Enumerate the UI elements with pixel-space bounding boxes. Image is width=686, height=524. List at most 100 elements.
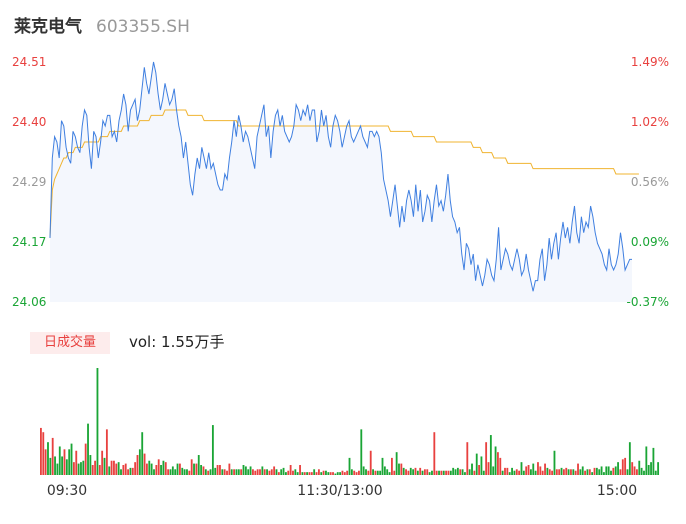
volume-bar (42, 432, 44, 475)
volume-bar (521, 462, 523, 475)
volume-bar (655, 471, 657, 475)
volume-bar (608, 466, 610, 475)
y-right-tick-label: 0.56% (631, 175, 669, 189)
volume-bar (266, 469, 268, 475)
volume-bar (615, 466, 617, 475)
volume-bar (250, 466, 252, 475)
volume-bar (490, 435, 492, 475)
volume-bar (535, 471, 537, 475)
volume-bar (257, 469, 259, 475)
volume-bar (429, 472, 431, 475)
volume-bar (549, 469, 551, 475)
volume-bar (47, 442, 49, 475)
volume-bar (177, 464, 179, 475)
volume-bar (78, 464, 80, 475)
volume-bar (410, 468, 412, 475)
volume-bar (565, 468, 567, 475)
volume-bar (240, 469, 242, 475)
volume-bar (212, 425, 214, 475)
volume-bar (603, 472, 605, 475)
volume-bar (377, 471, 379, 475)
volume-bar (155, 465, 157, 475)
x-tick-label: 09:30 (47, 483, 87, 499)
volume-bar (558, 469, 560, 475)
volume-bar (481, 456, 483, 475)
volume-bar (471, 464, 473, 475)
volume-bar (572, 469, 574, 475)
volume-badge: 日成交量 (30, 332, 110, 354)
volume-bar (299, 465, 301, 475)
volume-bar (174, 469, 176, 475)
volume-text: vol: 1.55万手 (129, 332, 224, 352)
volume-bar (316, 472, 318, 475)
volume-bar (360, 429, 362, 475)
volume-bar (589, 469, 591, 475)
volume-bar (200, 465, 202, 475)
volume-bar (398, 464, 400, 475)
volume-bar (386, 469, 388, 475)
volume-bar (638, 461, 640, 475)
volume-bar (568, 469, 570, 475)
volume-bar (297, 472, 299, 475)
volume-bar (577, 464, 579, 475)
volume-bar (226, 471, 228, 475)
volume-bar (403, 468, 405, 475)
volume-bar (85, 444, 87, 475)
volume-bar (478, 465, 480, 475)
volume-bar (231, 469, 233, 475)
volume-bar (351, 469, 353, 475)
volume-bar (301, 472, 303, 475)
volume-bar (396, 452, 398, 475)
x-tick-label: 11:30/13:00 (297, 483, 382, 499)
volume-bar (617, 462, 619, 475)
volume-bar (238, 469, 240, 475)
volume-bar (405, 469, 407, 475)
volume-bar (243, 465, 245, 475)
volume-bar (422, 471, 424, 475)
volume-bar (584, 471, 586, 475)
volume-bar (106, 429, 108, 475)
volume-bar (181, 468, 183, 475)
volume-bar (641, 468, 643, 475)
volume-bar (287, 471, 289, 475)
volume-bar (575, 471, 577, 475)
volume-bar (323, 471, 325, 475)
volume-bar (101, 451, 103, 475)
volume-bar (462, 469, 464, 475)
volume-bar (459, 469, 461, 475)
volume-bar (64, 449, 66, 475)
volume-bar (193, 464, 195, 475)
volume-bar (99, 465, 101, 475)
volume-bar (634, 466, 636, 475)
volume-bar (89, 455, 91, 475)
volume-bar (528, 465, 530, 475)
volume-bar (198, 455, 200, 475)
volume-bar (455, 469, 457, 475)
volume-bar (97, 368, 99, 475)
volume-bar (457, 468, 459, 475)
volume-bar (113, 461, 115, 475)
volume-bar (280, 469, 282, 475)
volume-bar (605, 466, 607, 475)
volume-bar (342, 471, 344, 475)
x-tick-label: 15:00 (597, 483, 637, 499)
volume-bar (292, 471, 294, 475)
volume-bar (170, 469, 172, 475)
volume-bar (525, 466, 527, 475)
y-right-tick-label: 1.02% (631, 115, 669, 129)
volume-bar (320, 472, 322, 475)
volume-bar (188, 471, 190, 475)
volume-bar (311, 472, 313, 475)
y-left-tick-label: 24.17 (12, 235, 46, 249)
volume-bar (645, 446, 647, 475)
y-right-tick-label: 1.49% (631, 55, 669, 69)
volume-bar (433, 432, 435, 475)
y-left-tick-label: 24.40 (12, 115, 46, 129)
volume-bar (261, 466, 263, 475)
volume-bar (450, 471, 452, 475)
volume-bar (252, 469, 254, 475)
volume-bar (367, 471, 369, 475)
volume-bar (363, 466, 365, 475)
volume-bar (391, 458, 393, 475)
volume-bar (245, 466, 247, 475)
